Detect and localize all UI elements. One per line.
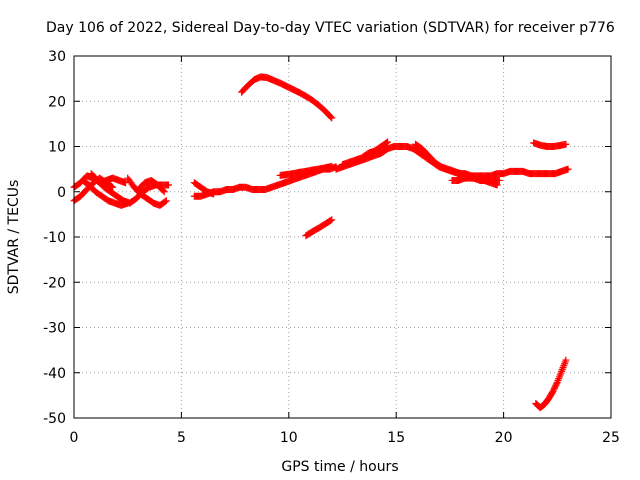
y-tick-label: -20: [43, 275, 66, 291]
y-tick-label: 0: [57, 185, 66, 201]
y-tick-label: -50: [43, 411, 66, 427]
data-point: [161, 198, 169, 206]
x-tick-label: 20: [495, 430, 513, 446]
y-tick-labels: -50 -40 -30 -20 -10 0 10 20 30: [43, 49, 66, 427]
data-point: [562, 140, 570, 148]
data-point: [162, 197, 170, 205]
y-tick-label: -30: [43, 321, 66, 337]
data-point: [159, 187, 167, 195]
x-tick-label: 5: [177, 430, 186, 446]
data-point: [328, 114, 336, 122]
series-arc-10: [238, 73, 336, 122]
grid: [74, 56, 611, 418]
series-arc-12: [276, 162, 336, 179]
x-tick-labels: 0 5 10 15 20 25: [70, 430, 620, 446]
data-point: [553, 380, 561, 388]
plot-frame: [73, 55, 612, 419]
x-tick-label: 25: [602, 430, 620, 446]
data-point: [328, 216, 336, 224]
series-arc-14: [339, 138, 392, 169]
data-point: [551, 383, 559, 391]
data-point: [550, 384, 558, 392]
y-tick-label: 30: [48, 49, 66, 65]
series-arc-07: [134, 176, 168, 196]
series-arc-18: [532, 356, 570, 412]
data-point: [495, 176, 503, 184]
series-arc-11: [302, 216, 336, 240]
data-point: [564, 165, 572, 173]
y-tick-label: -40: [43, 366, 66, 382]
x-axis-label: GPS time / hours: [281, 459, 398, 475]
y-tick-label: -10: [43, 230, 66, 246]
data-point: [384, 138, 392, 146]
data-point: [165, 181, 173, 189]
data-point: [160, 188, 168, 196]
y-tick-label: 20: [48, 94, 66, 110]
y-tick-label: 10: [48, 140, 66, 156]
data-point: [549, 387, 557, 395]
series-arc-03: [79, 176, 132, 209]
data-point: [562, 356, 570, 364]
data-point: [108, 182, 116, 190]
x-tick-label: 15: [387, 430, 405, 446]
data-point: [327, 113, 335, 121]
series-arc-16: [448, 174, 501, 189]
chart-title: Day 106 of 2022, Sidereal Day-to-day VTE…: [46, 20, 615, 36]
data-point: [552, 381, 560, 389]
data-point: [109, 183, 117, 191]
data-point: [550, 386, 558, 394]
data-point: [328, 162, 336, 170]
series-arc-09: [190, 179, 218, 198]
y-axis-label: SDTVAR / TECUs: [6, 180, 22, 295]
data-point: [493, 181, 501, 189]
data-point: [327, 216, 335, 224]
data-series: [70, 73, 572, 412]
x-tick-label: 0: [70, 430, 79, 446]
x-tick-label: 10: [280, 430, 298, 446]
data-point: [383, 139, 391, 147]
series-arc-17: [530, 139, 570, 150]
data-point: [210, 190, 218, 198]
